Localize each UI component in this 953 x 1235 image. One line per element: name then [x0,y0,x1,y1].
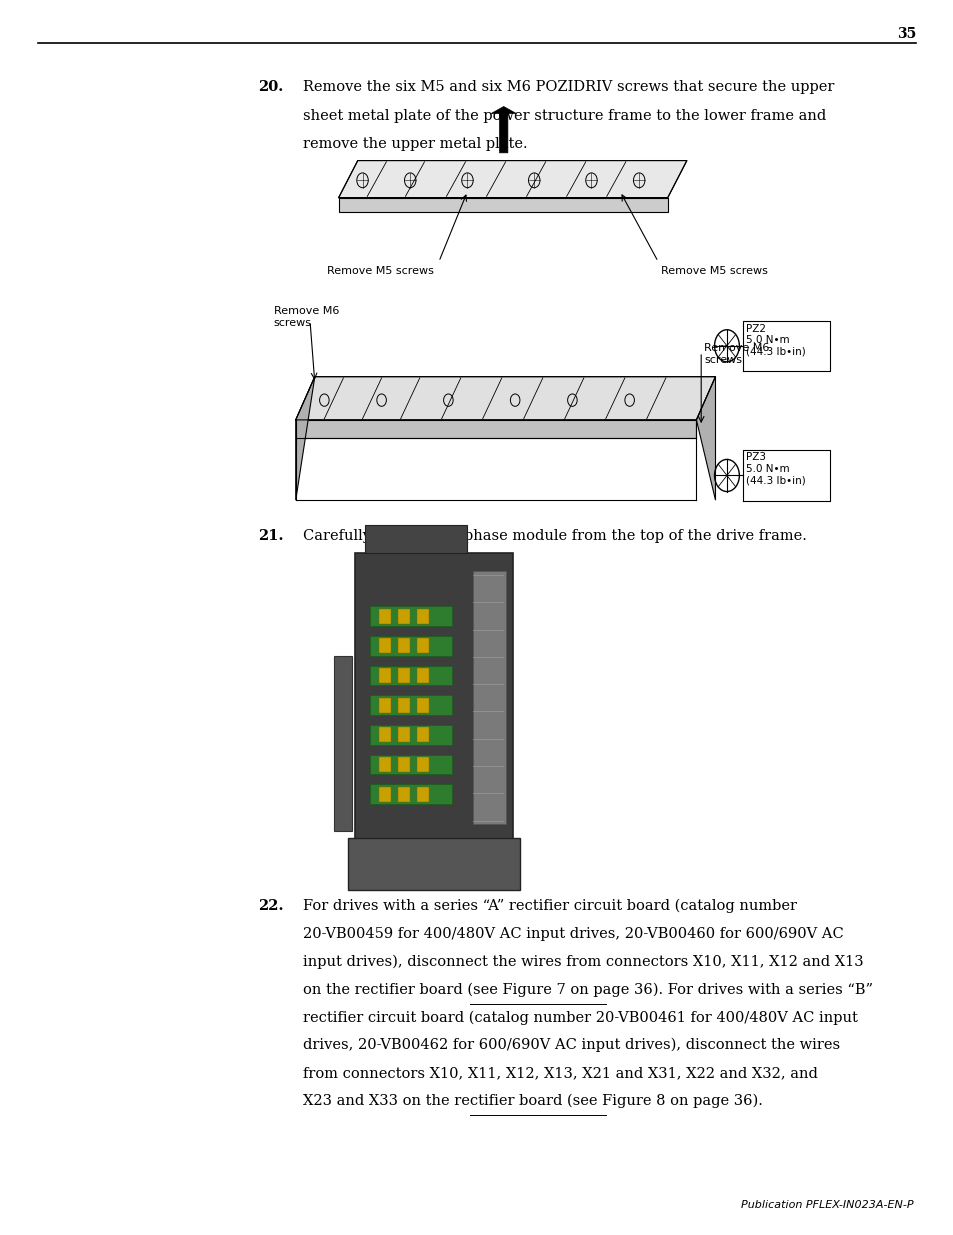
Polygon shape [338,161,686,198]
Bar [416,698,429,713]
Bar [379,609,391,624]
Bar [416,638,429,653]
Polygon shape [696,377,715,500]
Bar [398,609,410,624]
Text: Remove M5 screws: Remove M5 screws [660,266,767,275]
Text: remove the upper metal plate.: remove the upper metal plate. [303,137,527,151]
Bar [369,606,451,626]
Bar [379,727,391,742]
Text: PZ3
5.0 N•m
(44.3 lb•in): PZ3 5.0 N•m (44.3 lb•in) [745,452,805,485]
Polygon shape [295,377,715,420]
Text: Remove M6
screws: Remove M6 screws [703,343,769,364]
Polygon shape [338,198,667,212]
Bar [379,668,391,683]
Bar [369,636,451,656]
Text: rectifier circuit board (catalog number 20-VB00461 for 400/480V AC input: rectifier circuit board (catalog number … [303,1010,858,1025]
Text: 20-VB00459 for 400/480V AC input drives, 20-VB00460 for 600/690V AC: 20-VB00459 for 400/480V AC input drives,… [303,926,843,941]
Text: sheet metal plate of the power structure frame to the lower frame and: sheet metal plate of the power structure… [303,109,825,122]
Text: Carefully remove the phase module from the top of the drive frame.: Carefully remove the phase module from t… [303,529,806,542]
Polygon shape [295,420,696,438]
Bar [347,837,520,889]
Bar [379,698,391,713]
Text: 20.: 20. [257,80,282,94]
Bar [416,757,429,772]
Bar [472,571,505,825]
Bar [355,553,512,842]
Text: drives, 20-VB00462 for 600/690V AC input drives), disconnect the wires: drives, 20-VB00462 for 600/690V AC input… [303,1037,840,1052]
Text: 35: 35 [896,27,915,41]
Bar [369,695,451,715]
Text: 21.: 21. [257,529,283,542]
Text: input drives), disconnect the wires from connectors X10, X11, X12 and X13: input drives), disconnect the wires from… [303,955,863,969]
Bar [398,727,410,742]
Bar [379,757,391,772]
Bar [334,657,351,830]
Bar [416,787,429,802]
Bar [364,526,467,553]
Bar [416,668,429,683]
Bar [398,787,410,802]
Text: 22.: 22. [257,899,283,913]
Bar [398,757,410,772]
Polygon shape [295,377,314,500]
Bar [369,666,451,685]
Text: on the rectifier board (see Figure 7 on page 36). For drives with a series “B”: on the rectifier board (see Figure 7 on … [303,983,872,997]
Text: Remove M6
screws: Remove M6 screws [274,306,339,327]
Bar [379,638,391,653]
Bar [416,609,429,624]
Bar [398,668,410,683]
Bar [369,725,451,745]
Bar [398,698,410,713]
Bar [398,638,410,653]
Text: Remove M5 screws: Remove M5 screws [327,266,434,275]
Bar [416,727,429,742]
Text: from connectors X10, X11, X12, X13, X21 and X31, X22 and X32, and: from connectors X10, X11, X12, X13, X21 … [303,1066,818,1079]
Bar [379,787,391,802]
Bar [369,755,451,774]
Text: PZ2
5.0 N•m
(44.3 lb•in): PZ2 5.0 N•m (44.3 lb•in) [745,324,805,357]
Text: X23 and X33 on the rectifier board (see Figure 8 on page 36).: X23 and X33 on the rectifier board (see … [303,1094,762,1108]
Text: Publication PFLEX-IN023A-EN-P: Publication PFLEX-IN023A-EN-P [740,1200,913,1210]
Bar [369,784,451,804]
Text: For drives with a series “A” rectifier circuit board (catalog number: For drives with a series “A” rectifier c… [303,899,797,914]
Text: Remove the six M5 and six M6 POZIDRIV screws that secure the upper: Remove the six M5 and six M6 POZIDRIV sc… [303,80,834,94]
